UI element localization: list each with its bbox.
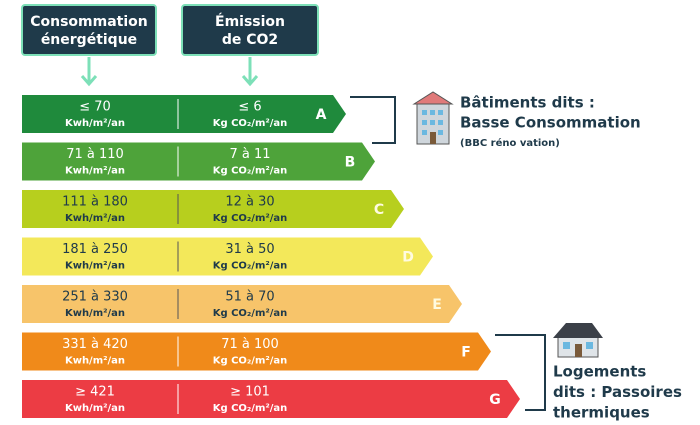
energy-unit: Kwh/m²/an [65, 213, 125, 224]
energy-range: 111 à 180 [62, 195, 128, 210]
grade-letter: D [402, 250, 414, 266]
co2-range: ≥ 101 [230, 385, 270, 400]
annotation-text: dits : Passoires [553, 383, 682, 401]
header-text: Consommation [30, 14, 148, 30]
energy-range: 251 à 330 [62, 290, 128, 305]
grade-bar [22, 380, 520, 418]
energy-unit: Kwh/m²/an [65, 118, 125, 129]
co2-range: 31 à 50 [225, 242, 274, 257]
grade-letter: A [316, 107, 327, 123]
header-text: énergétique [41, 32, 137, 48]
grade-letter: G [489, 392, 501, 408]
co2-unit: Kg CO₂/m²/an [213, 261, 288, 272]
co2-unit: Kg CO₂/m²/an [213, 308, 288, 319]
annotation-text: thermiques [553, 404, 650, 422]
co2-unit: Kg CO₂/m²/an [213, 213, 288, 224]
co2-range: ≤ 6 [238, 100, 261, 115]
header-text: de CO2 [222, 32, 278, 48]
bracket [350, 96, 396, 144]
grade-bar [22, 142, 375, 181]
annotation-text: Bâtiments dits : [460, 94, 595, 112]
header-arrows [80, 57, 259, 87]
energy-range: 331 à 420 [62, 337, 128, 352]
energy-unit: Kwh/m²/an [65, 403, 125, 414]
grade-letter: E [432, 297, 442, 313]
grade-bar [22, 190, 404, 228]
annotation-text: Logements [553, 363, 646, 381]
grade-letter: C [374, 202, 384, 218]
co2-unit: Kg CO₂/m²/an [213, 118, 288, 129]
co2-unit: Kg CO₂/m²/an [213, 356, 288, 367]
grade-bar [22, 95, 346, 133]
grade-bar [22, 237, 433, 276]
building-icon [412, 91, 454, 145]
energy-unit: Kwh/m²/an [65, 166, 125, 177]
grade-bar [22, 285, 462, 323]
energy-range: 181 à 250 [62, 242, 128, 257]
header-box [181, 4, 319, 56]
energy-unit: Kwh/m²/an [65, 261, 125, 272]
energy-unit: Kwh/m²/an [65, 356, 125, 367]
co2-range: 7 à 11 [229, 147, 270, 162]
energy-range: 71 à 110 [66, 147, 124, 162]
co2-unit: Kg CO₂/m²/an [213, 166, 288, 177]
energy-unit: Kwh/m²/an [65, 308, 125, 319]
energy-range: ≥ 421 [75, 385, 115, 400]
header-text: Émission [215, 13, 285, 30]
grade-letter: F [461, 345, 471, 361]
grade-letter: B [345, 155, 356, 171]
annotation-note: (BBC réno vation) [460, 137, 560, 149]
co2-range: 51 à 70 [225, 290, 274, 305]
co2-unit: Kg CO₂/m²/an [213, 403, 288, 414]
annotation-text: Basse Consommation [460, 114, 641, 132]
co2-range: 71 à 100 [221, 337, 279, 352]
header-box [21, 4, 157, 56]
bracket [495, 334, 546, 411]
energy-range: ≤ 70 [79, 100, 111, 115]
grade-bar [22, 332, 491, 371]
co2-range: 12 à 30 [225, 195, 274, 210]
house-icon [553, 323, 603, 358]
